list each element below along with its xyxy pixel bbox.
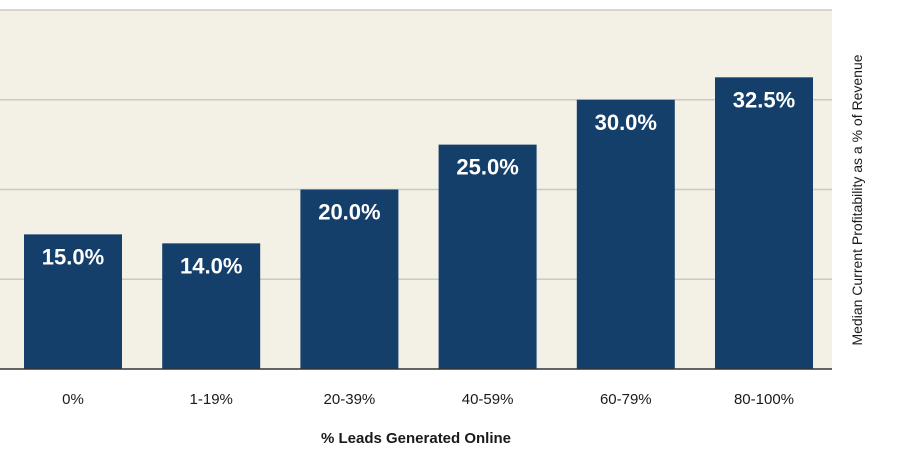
bar [300, 189, 399, 369]
x-tick-label: 60-79% [600, 391, 652, 408]
gridlines [0, 9, 832, 280]
bar [715, 77, 813, 369]
bar-data-label: 14.0% [180, 253, 242, 278]
bar [24, 234, 122, 369]
x-tick-labels: 0% 1-19% 20-39% 40-59% 60-79% 80-100% [62, 391, 794, 408]
x-tick-label: 40-59% [462, 391, 514, 408]
bar-data-label: 20.0% [318, 200, 380, 225]
bar-data-label: 15.0% [42, 244, 104, 269]
bar [576, 99, 675, 369]
x-tick-label: 80-100% [734, 391, 794, 408]
bar-data-label: 25.0% [456, 155, 518, 180]
x-tick-label: 20-39% [324, 391, 376, 408]
x-tick-label: 0% [62, 391, 84, 408]
bar [438, 144, 537, 369]
y-axis-title: Median Current Profitability as a % of R… [849, 54, 865, 345]
x-tick-label: 1-19% [190, 391, 233, 408]
x-axis-title: % Leads Generated Online [321, 430, 511, 447]
bar [162, 243, 261, 369]
bars: 15.0% 14.0% 20.0% 25.0% 30.0% 32.5% [24, 77, 813, 369]
bar-data-label: 32.5% [733, 87, 795, 112]
bar-data-label: 30.0% [595, 110, 657, 135]
